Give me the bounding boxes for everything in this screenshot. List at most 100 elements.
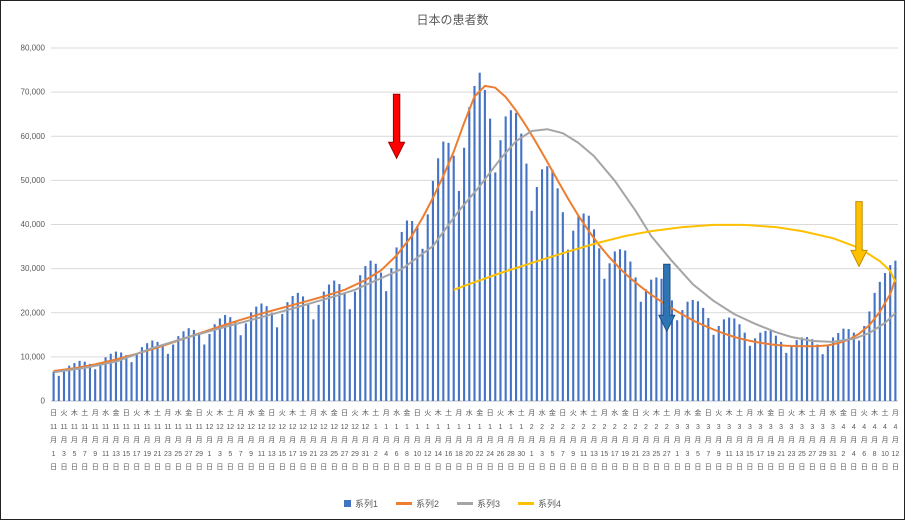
bar [78, 360, 81, 401]
bar [130, 362, 133, 401]
legend-item-series2[interactable]: 系列2 [395, 497, 439, 510]
bar [639, 301, 642, 401]
bar [307, 303, 310, 401]
bar [681, 310, 684, 401]
bar [146, 343, 149, 401]
yellow-arrow-annotation[interactable] [850, 201, 868, 268]
y-axis-label: 0 [41, 397, 46, 406]
bar [94, 369, 97, 401]
legend-label-series3: 系列3 [477, 499, 501, 509]
bar [613, 251, 616, 401]
bar [551, 169, 554, 401]
bar [878, 281, 881, 401]
bar [650, 279, 653, 401]
bar [125, 355, 128, 401]
bar [509, 110, 512, 401]
bar [281, 314, 284, 401]
bar [364, 265, 367, 401]
bar [359, 275, 362, 401]
bar [83, 361, 86, 401]
bar [301, 296, 305, 401]
bar [120, 352, 123, 401]
bar [618, 249, 622, 401]
bar [790, 345, 793, 401]
bar [821, 354, 824, 401]
bar [322, 291, 325, 401]
bar [286, 302, 289, 401]
bar [156, 341, 159, 401]
legend-item-series3[interactable]: 系列3 [457, 497, 500, 510]
bar [317, 304, 320, 401]
legend-item-series4[interactable]: 系列4 [518, 497, 561, 510]
y-axis: 0 10,000 20,000 30,000 40,000 50,000 60,000 70,… [21, 44, 46, 406]
series2-line-swatch [395, 502, 412, 505]
line-series-3 [53, 128, 897, 374]
bar [374, 263, 377, 401]
bar [837, 333, 840, 401]
bar [504, 116, 507, 401]
y-axis-label: 40,000 [21, 220, 46, 229]
bar [759, 332, 762, 401]
red-arrow-annotation[interactable] [387, 93, 406, 160]
bar-series [52, 72, 897, 402]
bar [873, 292, 876, 401]
chart-title: 日本の患者数 [416, 13, 489, 27]
bar [556, 188, 559, 401]
series4-line-swatch [518, 502, 535, 505]
legend-item-series1[interactable]: 系列1 [343, 497, 378, 510]
bar [198, 334, 201, 401]
bar [660, 278, 663, 401]
line-series-2 [53, 84, 897, 372]
bar [239, 335, 242, 401]
bar [348, 309, 351, 401]
legend-label-series2: 系列2 [415, 499, 439, 509]
blue-arrow-annotation[interactable] [657, 263, 676, 333]
bar [327, 284, 331, 401]
bar [224, 314, 227, 401]
bar [57, 375, 60, 401]
y-axis-label: 30,000 [21, 264, 46, 273]
bar [312, 319, 315, 401]
bar [561, 212, 564, 401]
bar [535, 186, 538, 401]
bar [478, 72, 481, 402]
bar [733, 318, 736, 401]
legend-label-series1: 系列1 [354, 499, 378, 509]
bar [291, 295, 294, 401]
bar [686, 301, 689, 401]
bar [748, 345, 751, 401]
bar [400, 232, 403, 401]
bar [629, 261, 632, 401]
line-series-4 [453, 223, 897, 291]
bar [587, 215, 590, 401]
bar [270, 312, 273, 401]
bar [894, 260, 897, 401]
bar [177, 336, 180, 401]
bar [795, 340, 798, 401]
bar [499, 140, 502, 401]
bar [816, 344, 819, 401]
bar [463, 147, 466, 401]
bar [515, 112, 518, 402]
bar [489, 118, 492, 401]
bar [889, 265, 892, 401]
bar [842, 328, 845, 401]
bar [483, 89, 486, 402]
bar [104, 357, 107, 401]
bar [218, 318, 221, 401]
bar [114, 351, 117, 401]
bar [764, 330, 767, 401]
bar [275, 327, 279, 401]
bar [109, 353, 112, 401]
bar [754, 338, 757, 401]
bar [203, 344, 206, 401]
bar [644, 289, 648, 401]
bar [431, 180, 434, 401]
bar [426, 214, 429, 401]
bar [250, 312, 253, 401]
bar [525, 163, 528, 401]
bar [416, 226, 419, 401]
series3-line-swatch [457, 502, 473, 505]
bar [62, 370, 66, 401]
series1-bar-swatch [343, 500, 351, 507]
